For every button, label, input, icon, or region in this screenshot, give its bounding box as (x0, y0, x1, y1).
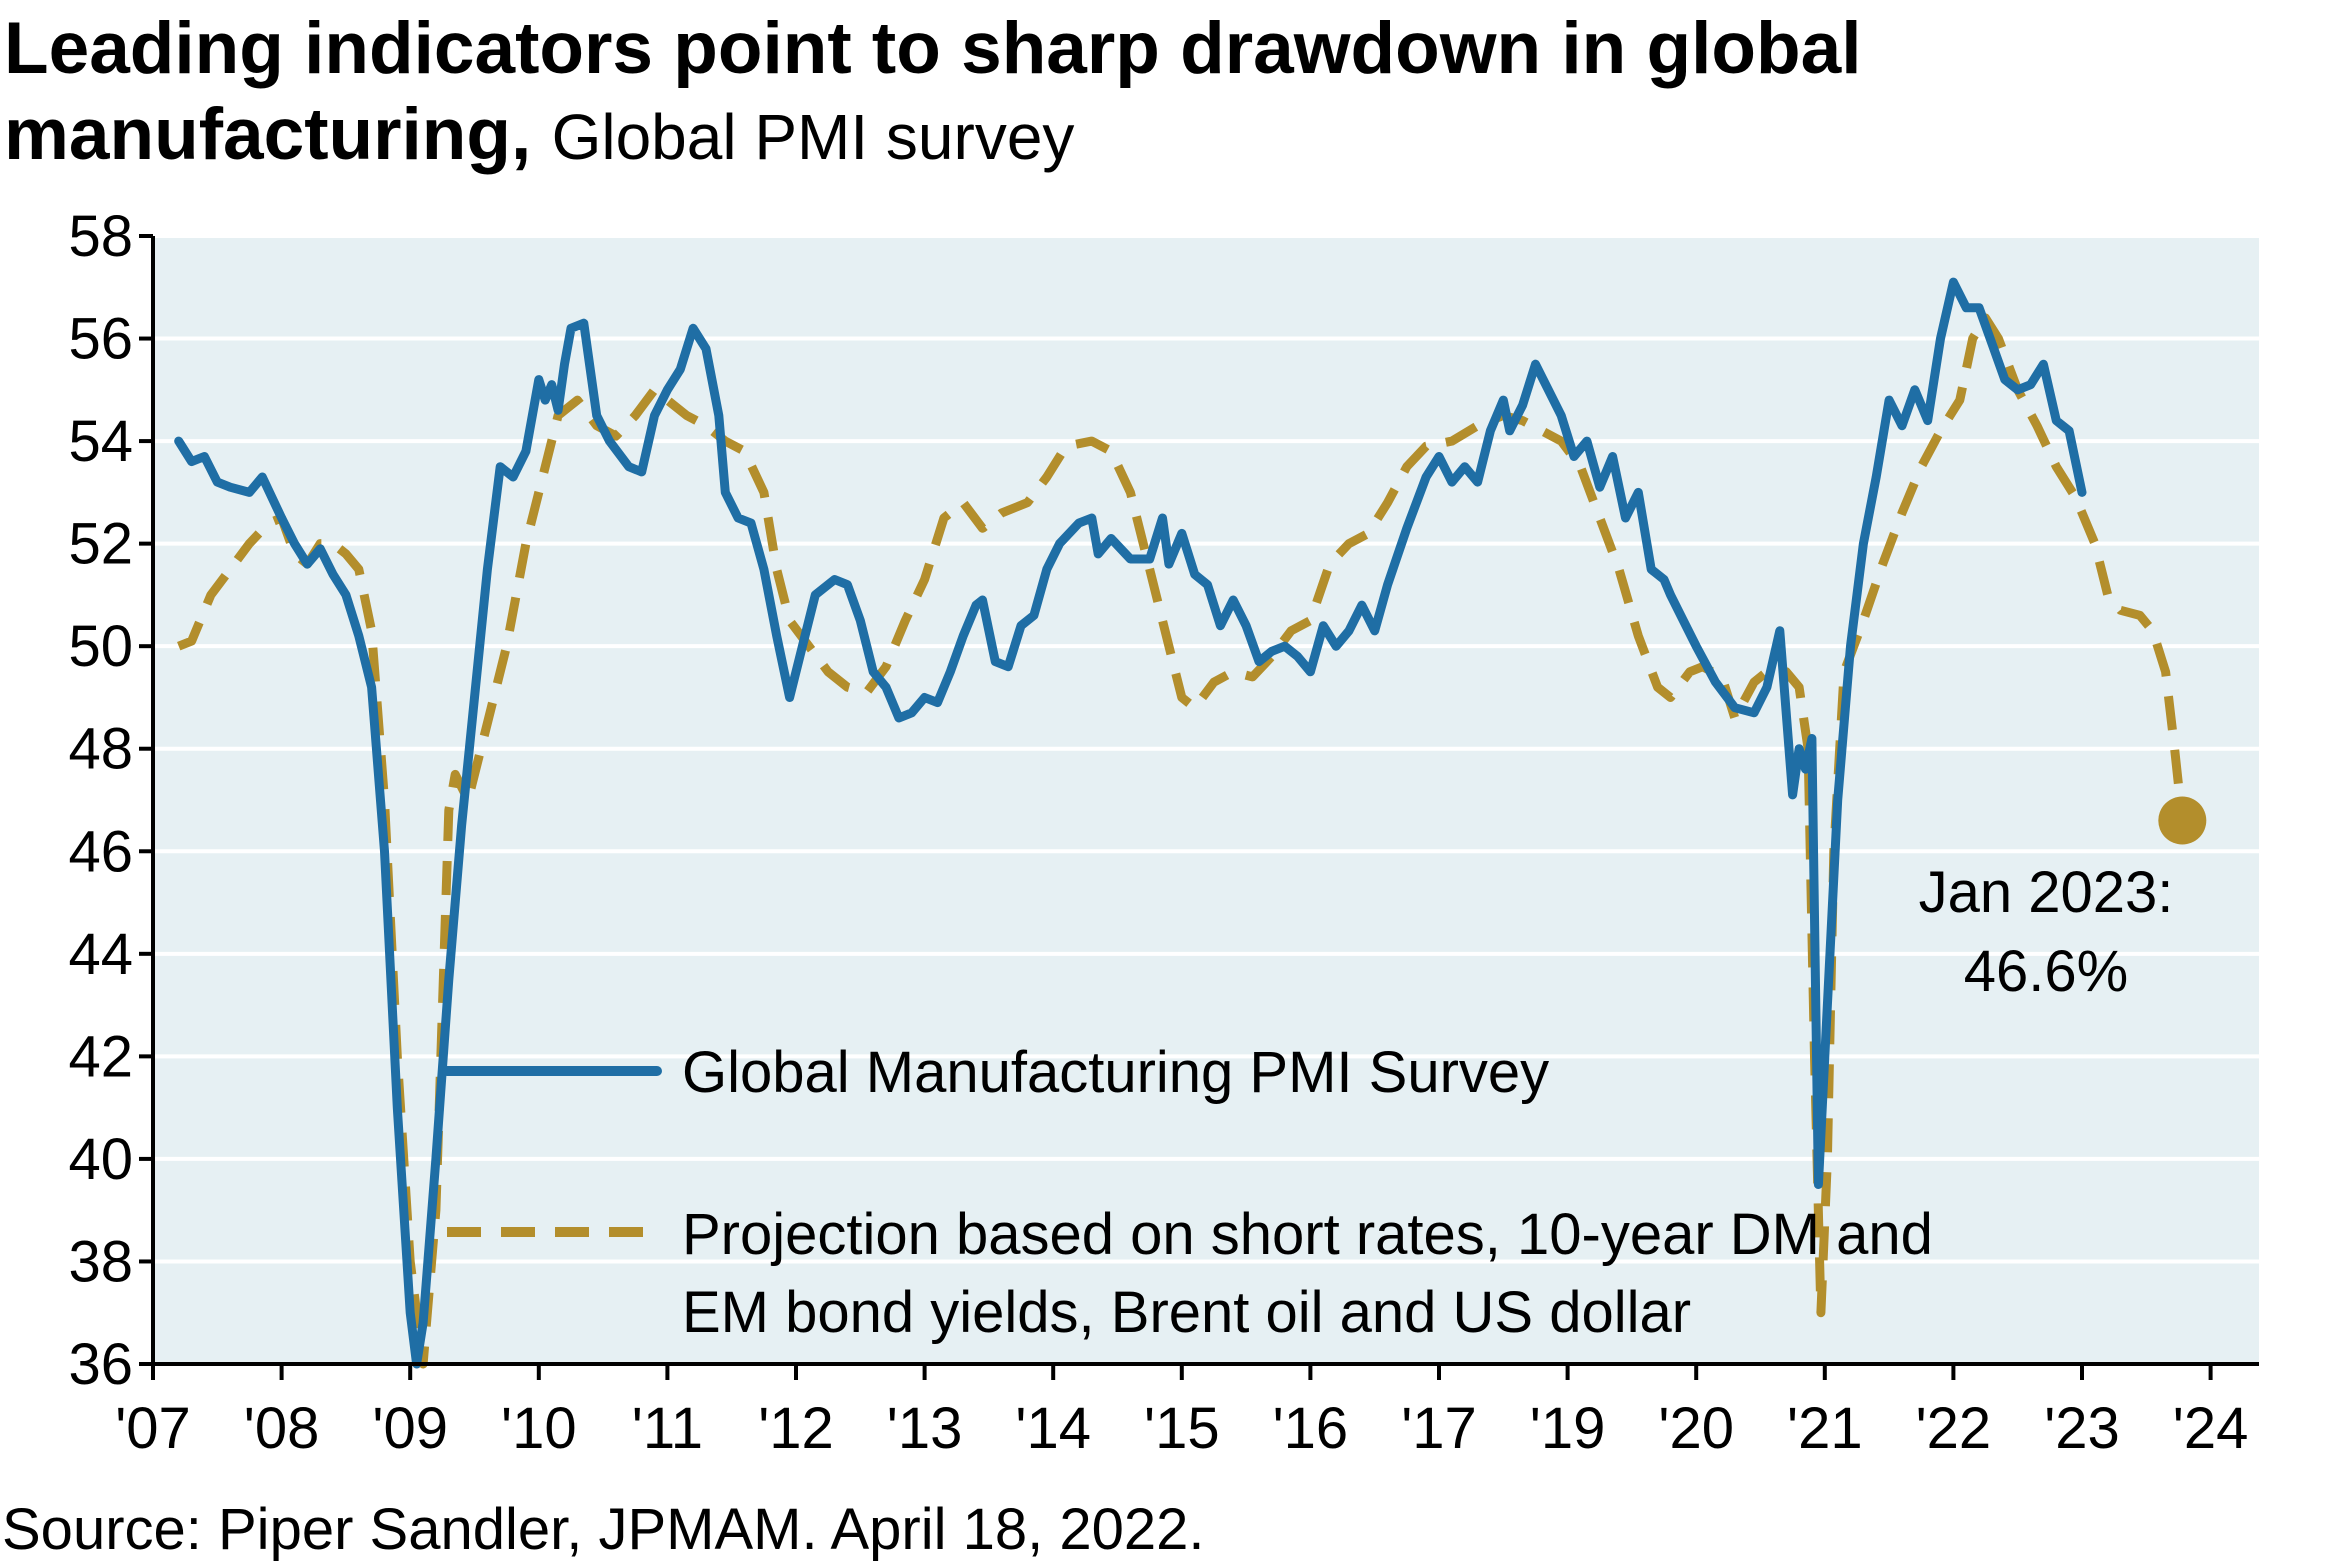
x-tick-label: '16 (1273, 1396, 1349, 1461)
y-tick-label: 52 (68, 512, 133, 577)
source-note: Source: Piper Sandler, JPMAM. April 18, … (2, 1497, 1205, 1562)
y-tick-label: 38 (68, 1229, 133, 1294)
x-tick-label: '14 (1015, 1396, 1091, 1461)
legend-label-projection: Projection based on short rates, 10-year… (682, 1202, 1933, 1345)
axes: 58 56 54 52 50 48 46 44 42 40 38 36'07 '08 '09 '10 '11 '… (68, 204, 2259, 1461)
y-tick-label: 40 (68, 1127, 133, 1192)
x-tick-label: '24 (2173, 1396, 2249, 1461)
x-tick-label: '11 (632, 1396, 703, 1461)
plot-area-background (153, 236, 2259, 1364)
y-tick-label: 58 (68, 204, 133, 269)
x-tick-label: '22 (1916, 1396, 1992, 1461)
chart-title: Leading indicators point to sharp drawdo… (4, 6, 2304, 180)
series-line-projection (177, 313, 2187, 1369)
x-tick-label: '10 (501, 1396, 577, 1461)
projection-end-marker (2158, 796, 2207, 845)
y-tick-label: 44 (68, 922, 133, 987)
y-tick-label: 50 (68, 614, 133, 679)
series-layer (174, 277, 2207, 1369)
chart-title-main: Leading indicators point to sharp drawdo… (4, 8, 1862, 175)
y-tick-label: 42 (68, 1024, 133, 1089)
y-tick-label: 46 (68, 819, 133, 884)
series-line-pmi (174, 277, 2087, 1369)
x-tick-label: '23 (2044, 1396, 2120, 1461)
x-tick-label: '13 (887, 1396, 963, 1461)
x-tick-label: '17 (1401, 1396, 1477, 1461)
x-tick-label: '19 (1530, 1396, 1606, 1461)
y-tick-label: 48 (68, 717, 133, 782)
legend-label-projection-line1: Projection based on short rates, 10-year… (682, 1202, 1933, 1267)
x-tick-label: '12 (758, 1396, 834, 1461)
x-tick-label: '15 (1144, 1396, 1220, 1461)
x-tick-label: '20 (1658, 1396, 1734, 1461)
legend-label-projection-line2: EM bond yields, Brent oil and US dollar (682, 1280, 1691, 1345)
legend-label-pmi: Global Manufacturing PMI Survey (682, 1040, 1549, 1105)
gridlines (153, 234, 2259, 1264)
x-tick-label: '09 (372, 1396, 448, 1461)
annotation: Jan 2023: 46.6% (1919, 860, 2174, 1004)
x-tick-label: '08 (244, 1396, 320, 1461)
legend: Global Manufacturing PMI Survey Projecti… (442, 1040, 1933, 1345)
x-tick-label: '07 (115, 1396, 191, 1461)
y-tick-label: 36 (68, 1332, 133, 1397)
annotation-date: Jan 2023: (1919, 860, 2174, 925)
annotation-value: 46.6% (1964, 939, 2128, 1004)
chart-subtitle: Global PMI survey (551, 101, 1075, 173)
y-tick-label: 54 (68, 409, 133, 474)
x-tick-label: '21 (1787, 1396, 1863, 1461)
y-tick-label: 56 (68, 307, 133, 372)
